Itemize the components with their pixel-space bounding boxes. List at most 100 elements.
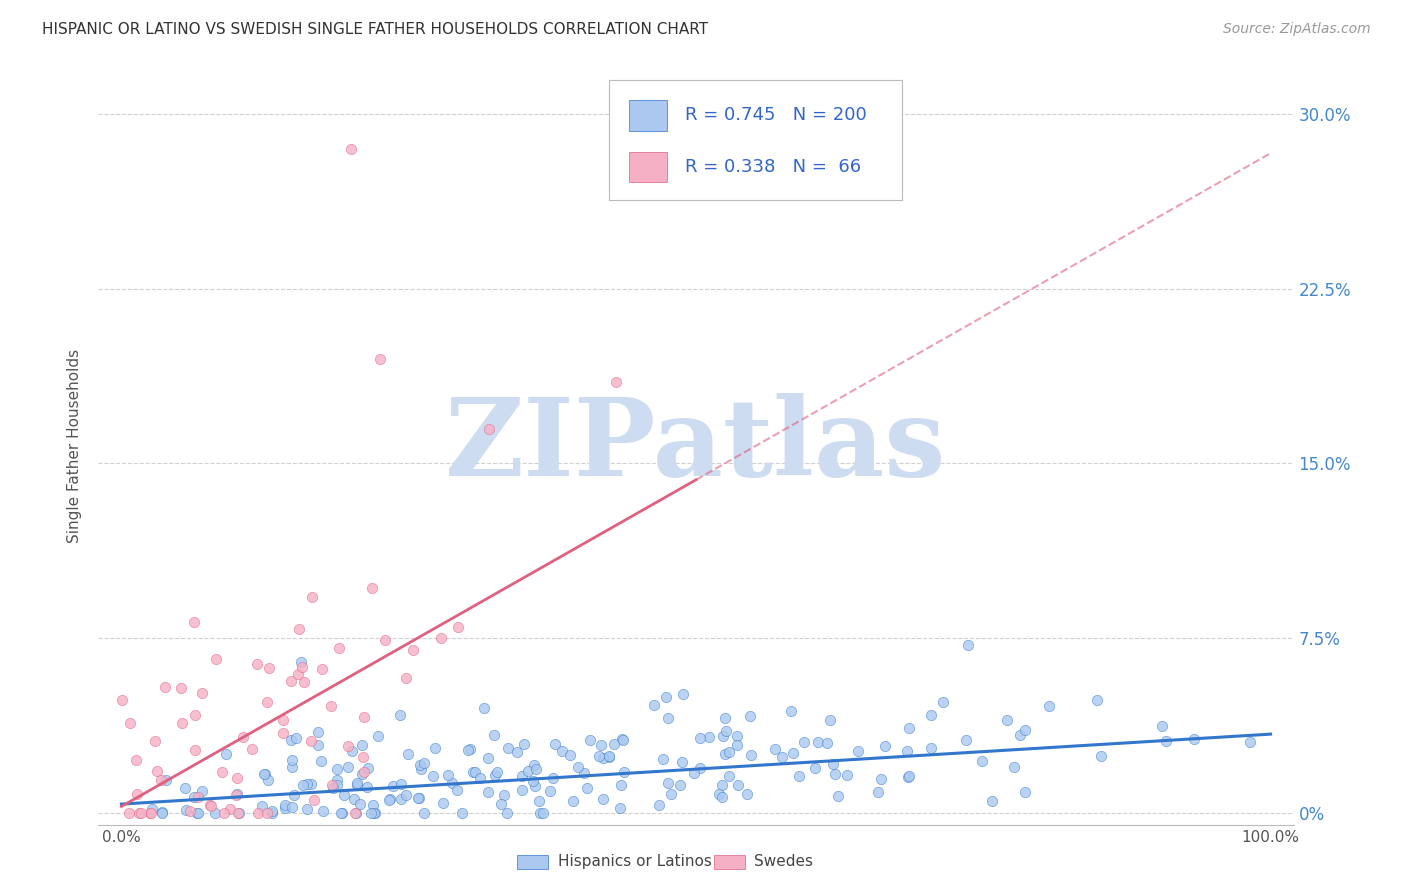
Point bbox=[711, 729, 734, 743]
Point bbox=[725, 738, 748, 752]
Point bbox=[740, 709, 762, 723]
Point bbox=[522, 757, 544, 772]
Point bbox=[441, 776, 464, 790]
Point bbox=[274, 797, 297, 812]
Point bbox=[522, 773, 544, 788]
Point bbox=[283, 788, 305, 802]
Point bbox=[648, 797, 671, 812]
Point bbox=[820, 713, 842, 727]
Point bbox=[353, 709, 375, 723]
Text: ZIPatlas: ZIPatlas bbox=[446, 393, 946, 499]
Point bbox=[413, 806, 436, 821]
Point bbox=[183, 708, 205, 723]
Point bbox=[312, 805, 335, 819]
Point bbox=[643, 698, 665, 712]
Point bbox=[613, 765, 636, 780]
Point bbox=[271, 725, 294, 739]
Point bbox=[200, 797, 222, 812]
Point bbox=[340, 744, 363, 758]
Point bbox=[714, 747, 737, 762]
Point bbox=[689, 761, 711, 775]
Point bbox=[592, 751, 614, 765]
Point bbox=[898, 769, 921, 783]
Point bbox=[1010, 728, 1032, 742]
Point bbox=[125, 753, 148, 767]
Point bbox=[527, 794, 550, 808]
Point bbox=[364, 806, 387, 821]
Point bbox=[361, 797, 384, 812]
Point bbox=[1038, 699, 1060, 714]
Point bbox=[920, 740, 942, 755]
Point bbox=[204, 806, 226, 821]
Point bbox=[727, 778, 749, 792]
Point bbox=[396, 747, 419, 761]
Point bbox=[406, 791, 429, 805]
Point bbox=[510, 769, 533, 783]
Point bbox=[689, 731, 711, 745]
Point bbox=[280, 800, 302, 814]
Point bbox=[544, 737, 567, 751]
Point bbox=[671, 687, 693, 701]
Point bbox=[281, 753, 304, 767]
Point bbox=[422, 769, 444, 783]
Point bbox=[603, 737, 626, 751]
Point bbox=[150, 805, 173, 819]
Point bbox=[981, 795, 1004, 809]
Point bbox=[146, 764, 169, 778]
Point bbox=[538, 784, 561, 798]
Point bbox=[461, 765, 484, 780]
Point bbox=[290, 655, 312, 669]
Point bbox=[697, 730, 720, 744]
Point bbox=[367, 729, 389, 743]
Point bbox=[232, 730, 254, 744]
Point bbox=[257, 773, 280, 788]
FancyBboxPatch shape bbox=[609, 79, 901, 200]
Y-axis label: Single Father Households: Single Father Households bbox=[67, 349, 83, 543]
Point bbox=[352, 766, 374, 780]
Point bbox=[482, 728, 505, 742]
Point bbox=[413, 756, 436, 771]
Point bbox=[432, 797, 454, 811]
Point bbox=[609, 801, 631, 815]
Point bbox=[322, 781, 344, 796]
Point bbox=[668, 778, 690, 792]
Point bbox=[402, 643, 425, 657]
Point bbox=[957, 639, 980, 653]
Point bbox=[714, 724, 737, 739]
Point bbox=[307, 725, 329, 739]
Point bbox=[301, 590, 323, 604]
Point bbox=[787, 769, 810, 783]
Point bbox=[1154, 734, 1177, 748]
Point bbox=[572, 765, 595, 780]
Point bbox=[408, 791, 430, 805]
Point bbox=[280, 733, 302, 747]
Point bbox=[155, 772, 177, 787]
Point bbox=[896, 743, 918, 757]
Point bbox=[352, 750, 374, 764]
Point bbox=[423, 741, 446, 756]
Point bbox=[307, 738, 329, 752]
Point bbox=[436, 768, 458, 782]
Point bbox=[394, 672, 416, 686]
Point bbox=[183, 790, 205, 805]
Point bbox=[718, 745, 741, 759]
Point bbox=[598, 750, 620, 764]
Point bbox=[297, 802, 319, 816]
Point bbox=[332, 789, 354, 803]
Point bbox=[226, 806, 249, 821]
Point bbox=[709, 787, 731, 801]
Point bbox=[225, 789, 247, 803]
Point bbox=[932, 696, 955, 710]
Point bbox=[1184, 732, 1206, 747]
Point bbox=[823, 757, 845, 772]
Point bbox=[190, 686, 212, 700]
Point bbox=[468, 771, 491, 785]
Point bbox=[260, 805, 283, 819]
Point bbox=[253, 767, 276, 781]
Point bbox=[128, 806, 150, 821]
Point bbox=[388, 707, 411, 722]
Point bbox=[344, 806, 367, 821]
Point bbox=[389, 791, 412, 805]
Point bbox=[357, 761, 380, 775]
Point bbox=[336, 739, 359, 754]
